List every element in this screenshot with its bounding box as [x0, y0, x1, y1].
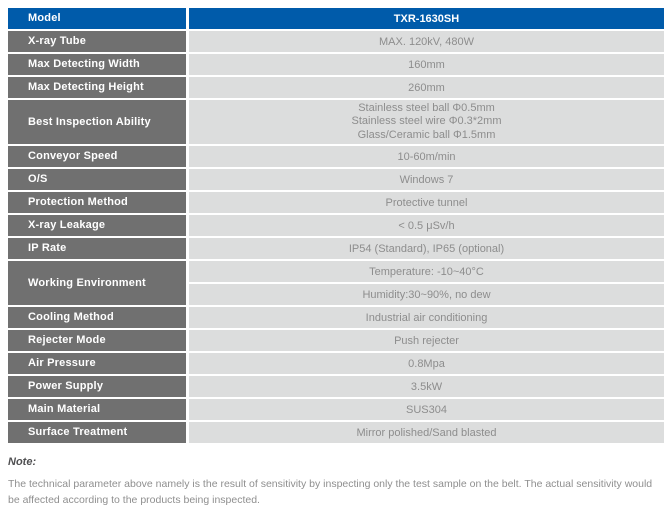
- spec-label: X-ray Tube: [8, 31, 186, 52]
- spec-label: Surface Treatment: [8, 422, 186, 443]
- spec-row-rejecter-mode: Rejecter Mode Push rejecter: [8, 330, 664, 351]
- spec-label: IP Rate: [8, 238, 186, 259]
- spec-label: Main Material: [8, 399, 186, 420]
- spec-table: Model TXR-1630SH X-ray Tube MAX. 120kV, …: [8, 8, 664, 443]
- spec-row-model: Model TXR-1630SH: [8, 8, 664, 29]
- spec-row-xray-tube: X-ray Tube MAX. 120kV, 480W: [8, 31, 664, 52]
- spec-row-best-inspection: Best Inspection Ability Stainless steel …: [8, 100, 664, 144]
- spec-label: Max Detecting Height: [8, 77, 186, 98]
- spec-label: Protection Method: [8, 192, 186, 213]
- spec-value: Protective tunnel: [189, 192, 664, 213]
- spec-value: < 0.5 μSv/h: [189, 215, 664, 236]
- spec-row-air-pressure: Air Pressure 0.8Mpa: [8, 353, 664, 374]
- note-body: The technical parameter above namely is …: [8, 478, 653, 506]
- spec-value: 260mm: [189, 77, 664, 98]
- spec-value-model: TXR-1630SH: [189, 8, 664, 29]
- spec-value-stack: Temperature: -10~40°C Humidity:30~90%, n…: [189, 261, 664, 305]
- spec-row-os: O/S Windows 7: [8, 169, 664, 190]
- spec-row-max-height: Max Detecting Height 260mm: [8, 77, 664, 98]
- spec-label: Best Inspection Ability: [8, 100, 186, 144]
- spec-value: Windows 7: [189, 169, 664, 190]
- spec-value: 0.8Mpa: [189, 353, 664, 374]
- spec-row-conveyor-speed: Conveyor Speed 10-60m/min: [8, 146, 664, 167]
- spec-row-protection-method: Protection Method Protective tunnel: [8, 192, 664, 213]
- spec-row-cooling-method: Cooling Method Industrial air conditioni…: [8, 307, 664, 328]
- spec-row-main-material: Main Material SUS304: [8, 399, 664, 420]
- spec-label: Power Supply: [8, 376, 186, 397]
- spec-value: 10-60m/min: [189, 146, 664, 167]
- spec-value: Push rejecter: [189, 330, 664, 351]
- spec-value: SUS304: [189, 399, 664, 420]
- spec-row-working-environment: Working Environment Temperature: -10~40°…: [8, 261, 664, 305]
- spec-row-power-supply: Power Supply 3.5kW: [8, 376, 664, 397]
- spec-value-line: Stainless steel ball Φ0.5mm: [358, 101, 495, 114]
- spec-value-humidity: Humidity:30~90%, no dew: [189, 284, 664, 305]
- spec-label-model: Model: [8, 8, 186, 29]
- spec-row-surface-treatment: Surface Treatment Mirror polished/Sand b…: [8, 422, 664, 443]
- spec-value: Industrial air conditioning: [189, 307, 664, 328]
- spec-label: Conveyor Speed: [8, 146, 186, 167]
- spec-value: IP54 (Standard), IP65 (optional): [189, 238, 664, 259]
- spec-row-xray-leakage: X-ray Leakage < 0.5 μSv/h: [8, 215, 664, 236]
- spec-value: MAX. 120kV, 480W: [189, 31, 664, 52]
- spec-row-ip-rate: IP Rate IP54 (Standard), IP65 (optional): [8, 238, 664, 259]
- spec-label: Max Detecting Width: [8, 54, 186, 75]
- spec-value-multiline: Stainless steel ball Φ0.5mm Stainless st…: [189, 100, 664, 144]
- spec-row-max-width: Max Detecting Width 160mm: [8, 54, 664, 75]
- spec-label: Rejecter Mode: [8, 330, 186, 351]
- note-title: Note:: [8, 456, 37, 468]
- spec-value-temperature: Temperature: -10~40°C: [189, 261, 664, 282]
- spec-value: 160mm: [189, 54, 664, 75]
- note-section: Note: The technical parameter above name…: [8, 456, 664, 508]
- spec-label: Air Pressure: [8, 353, 186, 374]
- spec-label: X-ray Leakage: [8, 215, 186, 236]
- spec-value-line: Stainless steel wire Φ0.3*2mm: [351, 115, 502, 128]
- spec-value: Mirror polished/Sand blasted: [189, 422, 664, 443]
- spec-value: 3.5kW: [189, 376, 664, 397]
- spec-label: Working Environment: [8, 261, 186, 305]
- spec-label: O/S: [8, 169, 186, 190]
- spec-label: Cooling Method: [8, 307, 186, 328]
- spec-value-line: Glass/Ceramic ball Φ1.5mm: [357, 128, 496, 141]
